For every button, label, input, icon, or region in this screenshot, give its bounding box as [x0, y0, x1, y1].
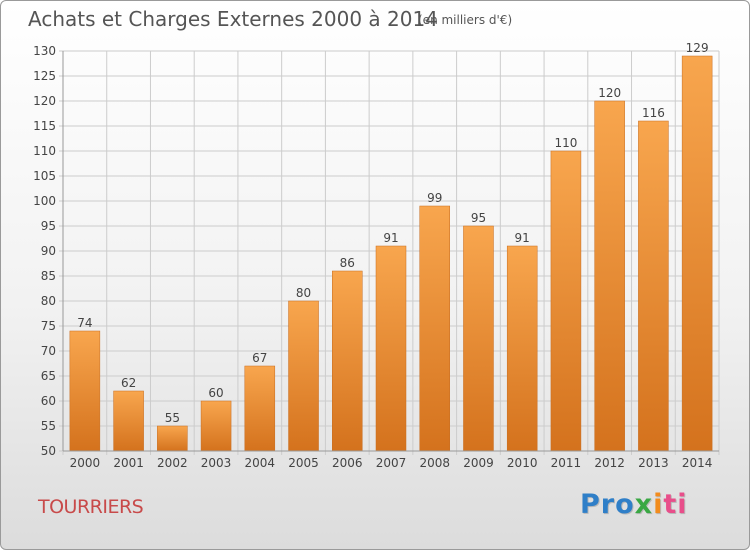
chart-title: Achats et Charges Externes 2000 à 2014 [28, 7, 438, 31]
y-tick-label: 115 [33, 119, 56, 133]
logo-part-3: i [653, 489, 664, 520]
logo-part-2: x [634, 489, 654, 520]
bar [638, 120, 669, 452]
x-tick-label: 2000 [70, 456, 101, 470]
bar [157, 425, 188, 452]
bar-value-label: 129 [686, 41, 709, 55]
bar-value-label: 55 [165, 411, 180, 425]
bar [288, 300, 319, 452]
y-tick-label: 60 [41, 394, 56, 408]
x-tick-label: 2002 [157, 456, 188, 470]
bar [200, 400, 232, 452]
logo-part-4: ti [663, 489, 688, 520]
x-tick-label: 2008 [419, 456, 450, 470]
bar-value-label: 95 [471, 211, 486, 225]
y-tick-label: 80 [41, 294, 56, 308]
axes: 50 55 60 65 70 75 80 85 90 95 100 105 110 115 120 125 13… [33, 44, 719, 470]
commune-name: TOURRIERS [38, 496, 144, 518]
x-tick-label: 2001 [113, 456, 144, 470]
bar-value-label: 91 [515, 231, 530, 245]
bar [550, 150, 582, 452]
bar-value-label: 116 [642, 106, 665, 120]
bar [681, 55, 713, 452]
bar [332, 270, 363, 452]
x-tick-label: 2004 [245, 456, 276, 470]
x-tick-label: 2003 [201, 456, 232, 470]
y-tick-label: 95 [41, 219, 56, 233]
bar-value-label: 120 [598, 86, 621, 100]
bar-value-label: 86 [340, 256, 355, 270]
bar-value-label: 99 [427, 191, 442, 205]
bar-value-label: 80 [296, 286, 311, 300]
y-tick-label: 65 [41, 369, 56, 383]
logo-part-1: Pro [580, 489, 635, 520]
proxiti-logo: Proxiti [580, 489, 688, 520]
x-tick-label: 2011 [551, 456, 582, 470]
data-labels: 74 62 55 60 67 80 86 91 99 95 91 110 120 116 129 [77, 41, 708, 425]
bar [419, 205, 450, 452]
y-tick-label: 120 [33, 94, 56, 108]
bar [244, 365, 276, 452]
y-tick-label: 70 [41, 344, 56, 358]
x-tick-label: 2009 [463, 456, 494, 470]
y-tick-label: 75 [41, 319, 56, 333]
bars [69, 55, 713, 452]
y-tick-label: 105 [33, 169, 56, 183]
bar-value-label: 67 [252, 351, 267, 365]
y-tick-label: 100 [33, 194, 56, 208]
y-tick-label: 110 [33, 144, 56, 158]
y-tick-label: 90 [41, 244, 56, 258]
x-tick-label: 2013 [638, 456, 669, 470]
x-tick-label: 2014 [682, 456, 713, 470]
y-tick-label: 130 [33, 44, 56, 58]
bar-value-label: 110 [554, 136, 577, 150]
x-tick-label: 2005 [288, 456, 319, 470]
bar [375, 245, 407, 452]
bar-value-label: 62 [121, 376, 136, 390]
y-tick-label: 55 [41, 419, 56, 433]
y-tick-label: 50 [41, 444, 56, 458]
bar [594, 100, 625, 452]
bar [113, 390, 144, 452]
bar [463, 225, 494, 452]
x-tick-label: 2007 [376, 456, 407, 470]
x-tick-label: 2006 [332, 456, 363, 470]
y-tick-label: 125 [33, 69, 56, 83]
bar-value-label: 74 [77, 316, 92, 330]
bar [506, 245, 538, 452]
y-tick-label: 85 [41, 269, 56, 283]
x-tick-label: 2012 [594, 456, 625, 470]
bar-value-label: 60 [208, 386, 223, 400]
chart-unit-note: (en milliers d'€) [418, 13, 513, 27]
bar [69, 330, 101, 452]
x-tick-label: 2010 [507, 456, 538, 470]
bar-value-label: 91 [383, 231, 398, 245]
